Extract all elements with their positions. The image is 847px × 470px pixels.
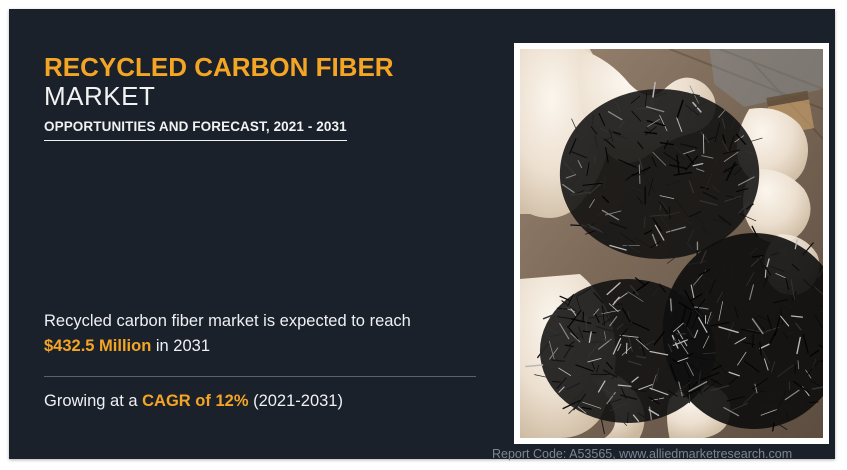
svg-text:ket: ket	[771, 390, 785, 401]
svg-text:Research: Research	[760, 402, 805, 413]
